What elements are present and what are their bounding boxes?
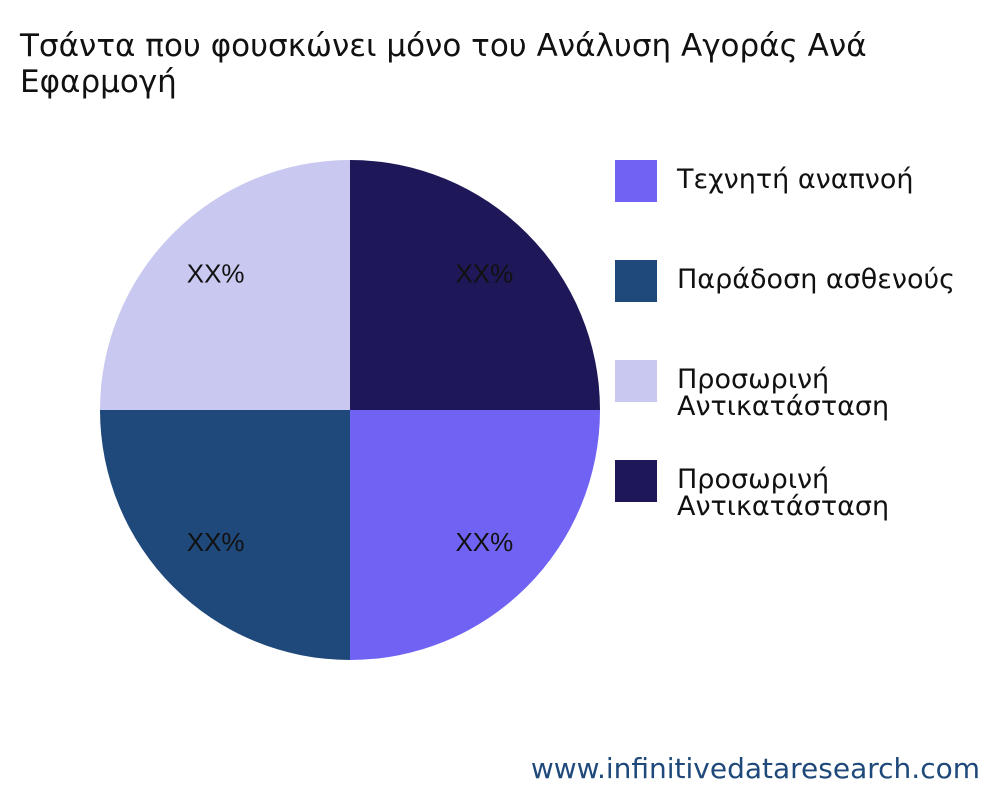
data-label: XX% — [455, 527, 513, 557]
legend-item: Τεχνητή αναπνοή — [615, 160, 997, 202]
legend-label: Προσωρινή Αντικατάσταση — [677, 364, 890, 422]
legend-swatch — [615, 460, 657, 502]
legend-label: Προσωρινή Αντικατάσταση — [677, 464, 890, 522]
legend-label: Παράδοση ασθενούς — [677, 264, 955, 295]
legend-label: Τεχνητή αναπνοή — [677, 164, 914, 195]
pie-slice — [100, 160, 350, 410]
legend-item: Προσωρινή Αντικατάσταση — [615, 360, 997, 420]
data-label: XX% — [187, 259, 245, 289]
data-label: XX% — [455, 259, 513, 289]
pie-slice — [350, 410, 600, 660]
legend-swatch — [615, 360, 657, 402]
source: www.infinitivedataresearch.com — [530, 752, 980, 785]
legend-swatch — [615, 260, 657, 302]
data-label: XX% — [187, 527, 245, 557]
legend-swatch — [615, 160, 657, 202]
pie-slice — [100, 410, 350, 660]
legend-item: Προσωρινή Αντικατάσταση — [615, 460, 997, 520]
chart-title: Τσάντα που φουσκώνει μόνο του Ανάλυση Αγ… — [20, 28, 867, 100]
legend-item: Παράδοση ασθενούς — [615, 260, 997, 302]
pie-slice — [350, 160, 600, 410]
